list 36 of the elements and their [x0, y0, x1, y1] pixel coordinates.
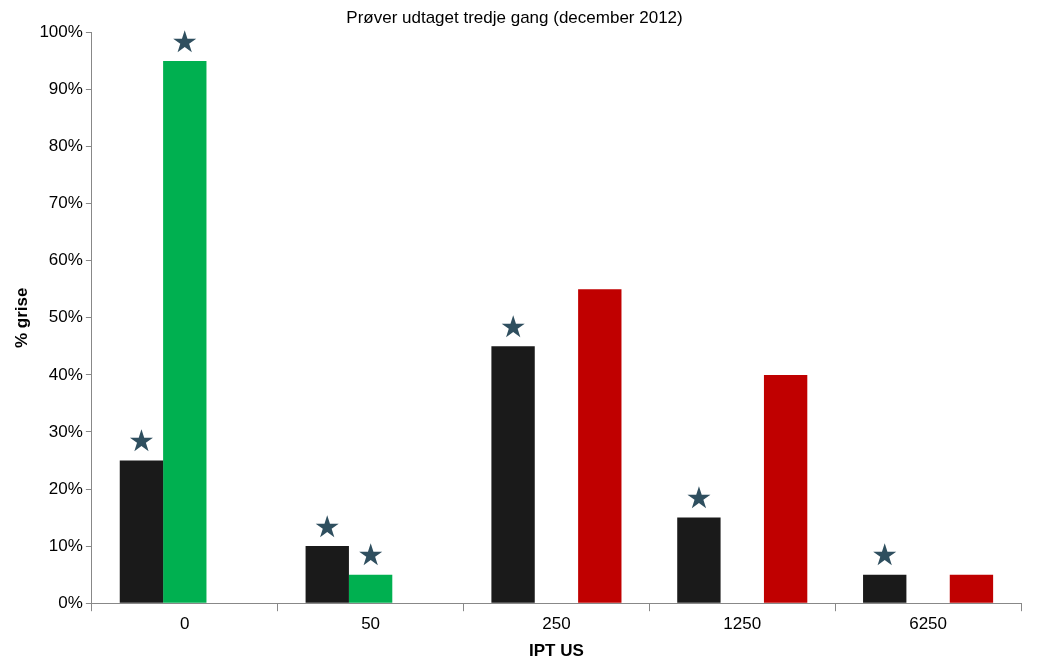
- bar: [491, 346, 535, 603]
- bar: [348, 574, 393, 603]
- bar: [163, 60, 207, 603]
- x-tick-label: 1250: [723, 614, 762, 634]
- bar: [863, 574, 907, 603]
- bar: [763, 374, 808, 603]
- y-axis-title: % grise: [11, 287, 31, 349]
- bar: [949, 574, 994, 603]
- data-label: ★: [357, 537, 385, 573]
- data-label: ★: [499, 309, 527, 345]
- bar: [677, 517, 721, 603]
- y-tick-label: 70%: [48, 193, 83, 213]
- y-tick-label: 60%: [48, 250, 83, 270]
- x-axis-title: IPT US: [529, 641, 584, 661]
- y-tick-label: 90%: [48, 79, 83, 99]
- y-tick-label: 20%: [48, 478, 83, 498]
- bar: [119, 460, 164, 603]
- data-label: ★: [685, 480, 713, 516]
- data-label: ★: [171, 23, 199, 59]
- data-label: ★: [871, 537, 899, 573]
- data-label: ★: [127, 423, 155, 459]
- chart-title: Prøver udtaget tredje gang (december 2012): [346, 7, 683, 27]
- x-tick-label: 250: [542, 614, 571, 634]
- bar: [578, 289, 622, 603]
- x-tick-label: 0: [180, 614, 190, 634]
- y-tick-label: 10%: [48, 535, 83, 555]
- y-tick-label: 80%: [48, 136, 83, 156]
- y-tick-label: 30%: [48, 421, 83, 441]
- y-tick-label: 50%: [48, 307, 83, 327]
- bar: [305, 546, 349, 603]
- data-label: ★: [313, 508, 341, 544]
- x-tick-label: 50: [361, 614, 381, 634]
- y-tick-label: 100%: [39, 22, 83, 42]
- y-tick-label: 40%: [48, 364, 83, 384]
- y-tick-label: 0%: [58, 592, 83, 612]
- x-tick-label: 6250: [909, 614, 947, 634]
